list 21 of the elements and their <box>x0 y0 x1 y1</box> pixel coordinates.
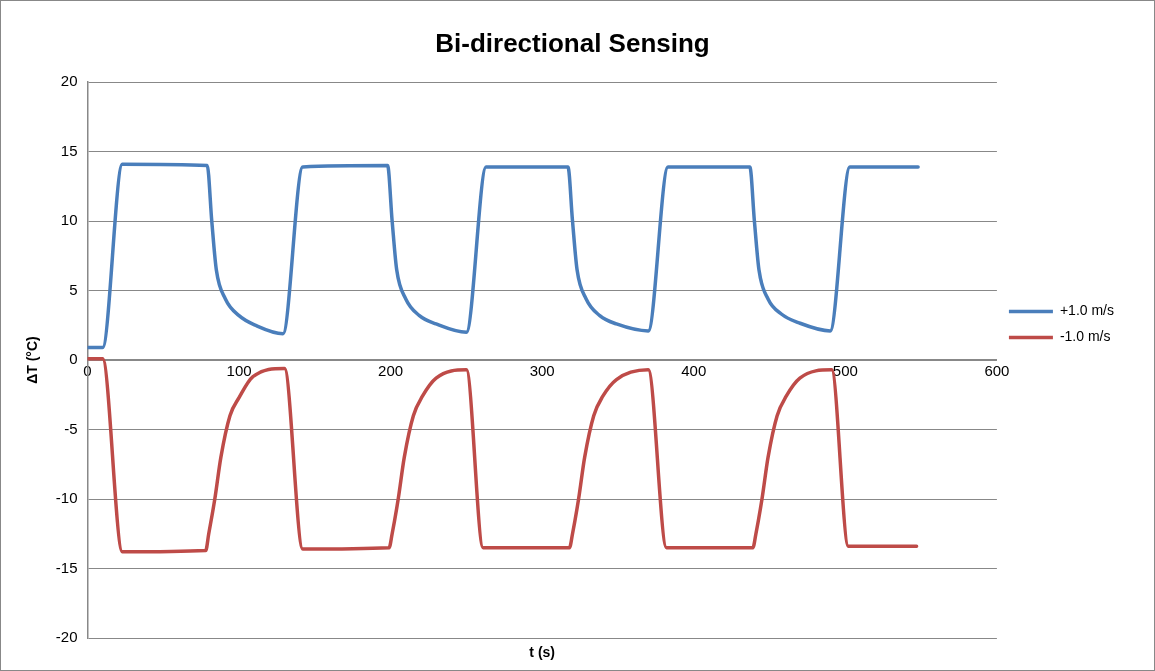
y-tick-label: -5 <box>64 419 78 437</box>
y-tick-label: -15 <box>55 558 78 576</box>
line-series <box>87 162 920 350</box>
x-tick-label: 400 <box>681 362 707 380</box>
x-axis-title: t (s) <box>529 643 556 660</box>
x-tick-label: 300 <box>529 362 555 380</box>
x-tick-label: 500 <box>832 362 858 380</box>
y-tick-label: -20 <box>55 628 78 646</box>
y-tick-label: 20 <box>60 72 78 90</box>
chart-title: Bi-directional Sensing <box>435 27 710 58</box>
y-tick-label: 10 <box>60 211 78 229</box>
x-tick-label: 600 <box>984 362 1010 380</box>
y-tick-label: 5 <box>69 280 78 298</box>
x-tick-label: 100 <box>226 362 252 380</box>
legend-label: +1.0 m/s <box>1059 302 1115 319</box>
y-axis-title: ΔT (°C) <box>24 336 41 384</box>
x-tick-label: 200 <box>378 362 404 380</box>
legend-label: -1.0 m/s <box>1059 328 1111 345</box>
y-tick-label: 0 <box>69 350 78 368</box>
y-tick-label: -10 <box>55 489 78 507</box>
y-tick-label: 15 <box>60 141 78 159</box>
